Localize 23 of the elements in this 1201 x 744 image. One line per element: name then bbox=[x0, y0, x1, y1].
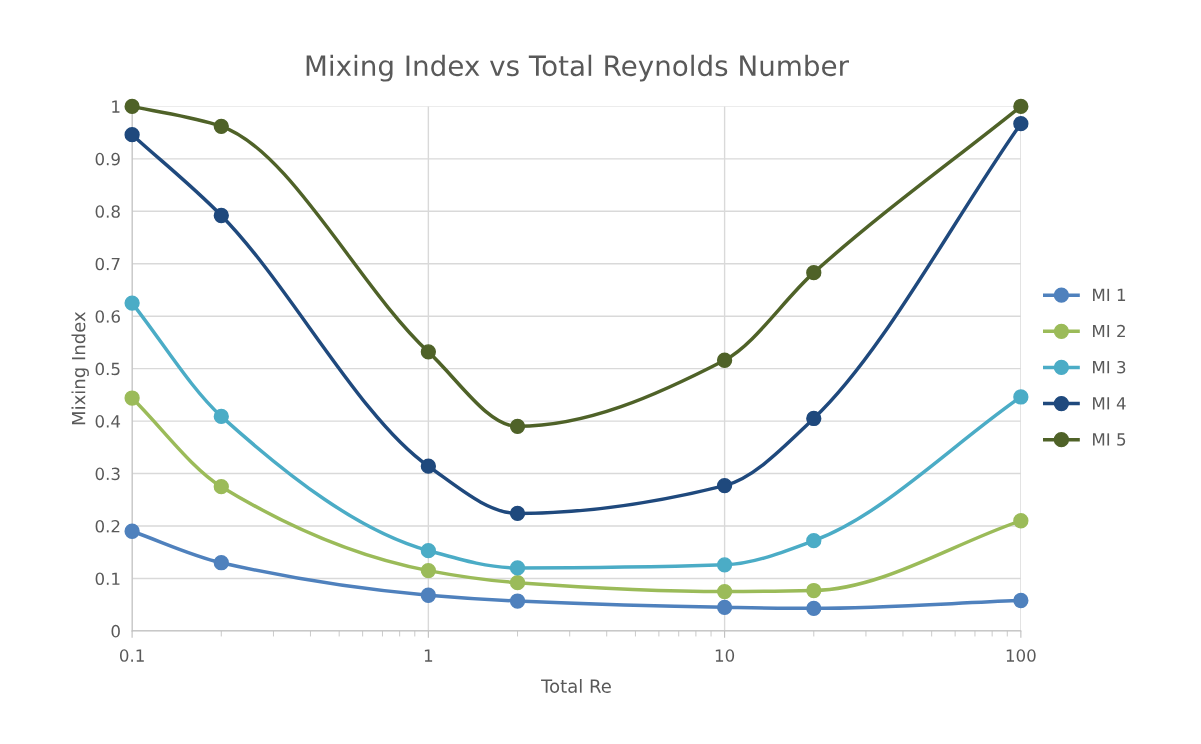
x-tick-label: 1 bbox=[424, 649, 433, 662]
y-tick-label: 0 bbox=[111, 624, 120, 638]
y-tick-label: 0.2 bbox=[95, 519, 120, 533]
y-tick-label: 0.4 bbox=[95, 415, 121, 428]
y-tick-label: 0.6 bbox=[95, 310, 120, 323]
chart-title: Mixing Index vs Total Reynolds Number bbox=[306, 54, 850, 82]
x-tick-label: 100 bbox=[1006, 649, 1036, 662]
y-tick-label: 1 bbox=[112, 100, 120, 113]
x-axis-title: Total Re bbox=[541, 678, 611, 693]
legend-label: MI 2 bbox=[1093, 324, 1125, 338]
legend-label: MI 5 bbox=[1093, 433, 1126, 446]
legend-label: MI 3 bbox=[1093, 360, 1126, 374]
y-tick-label: 0.3 bbox=[95, 467, 120, 481]
y-tick-label: 0.1 bbox=[95, 572, 120, 586]
legend-label: MI 4 bbox=[1093, 397, 1126, 410]
y-tick-label: 0.8 bbox=[95, 205, 120, 218]
y-tick-label: 0.9 bbox=[95, 152, 120, 166]
y-axis-title: Mixing Index bbox=[71, 311, 89, 425]
legend-label: MI 1 bbox=[1093, 288, 1126, 301]
x-tick-label: 10 bbox=[715, 649, 735, 662]
x-tick-label: 0.1 bbox=[119, 649, 144, 662]
y-tick-label: 0.5 bbox=[95, 362, 120, 376]
y-tick-label: 0.7 bbox=[95, 257, 120, 271]
